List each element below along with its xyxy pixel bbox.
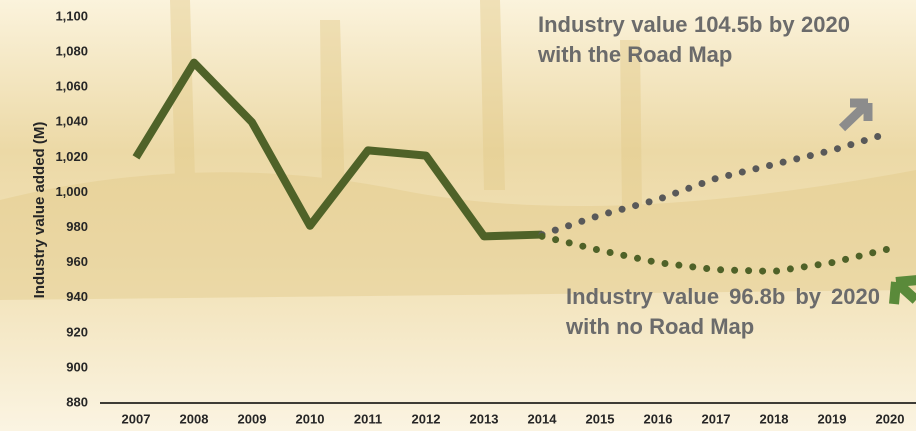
x-tick-label: 2009: [238, 411, 267, 426]
x-tick-label: 2012: [412, 411, 441, 426]
x-tick-label: 2014: [528, 411, 558, 426]
y-tick-label: 1,000: [55, 184, 88, 199]
annotation: Industry value 104.5b by 2020 with the R…: [538, 12, 850, 67]
y-tick-label: 920: [66, 324, 88, 339]
y-tick-label: 980: [66, 219, 88, 234]
x-tick-label: 2010: [296, 411, 325, 426]
x-tick-label: 2015: [586, 411, 615, 426]
y-tick-label: 1,060: [55, 79, 88, 94]
y-tick-label: 1,040: [55, 114, 88, 129]
x-tick-label: 2011: [354, 411, 382, 426]
x-tick-label: 2018: [760, 411, 789, 426]
annotation: Industry value 96.8b by 2020 with no Roa…: [566, 284, 880, 339]
x-tick-label: 2016: [644, 411, 673, 426]
line-series: [538, 232, 894, 275]
x-tick-label: 2008: [180, 411, 209, 426]
y-tick-label: 960: [66, 254, 88, 269]
y-tick-label: 1,080: [55, 44, 88, 59]
y-tick-label: 880: [66, 394, 88, 409]
x-tick-label: 2013: [470, 411, 499, 426]
x-tick-label: 2020: [876, 411, 905, 426]
arrow: [889, 275, 916, 305]
y-tick-label: 940: [66, 289, 88, 304]
x-tick-label: 2019: [818, 411, 847, 426]
y-tick-label: 1,020: [55, 149, 88, 164]
background-shape: [0, 0, 916, 300]
line-series: [538, 129, 894, 239]
y-tick-label: 900: [66, 359, 88, 374]
line-series: [132, 58, 543, 241]
arrow: [838, 98, 873, 132]
y-tick-label: 1,100: [55, 8, 88, 23]
y-axis-label: Industry value added (M): [31, 122, 48, 299]
x-tick-label: 2017: [702, 411, 731, 426]
x-tick-label: 2007: [122, 411, 151, 426]
